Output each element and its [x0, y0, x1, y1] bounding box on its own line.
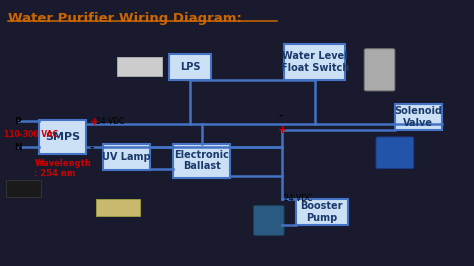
Text: Wavelength
: 254 nm: Wavelength : 254 nm [35, 159, 91, 178]
Text: 24 VDC: 24 VDC [96, 117, 124, 126]
FancyBboxPatch shape [364, 49, 395, 91]
Text: P: P [15, 117, 21, 126]
Text: LPS: LPS [180, 62, 200, 72]
FancyBboxPatch shape [173, 144, 230, 178]
FancyBboxPatch shape [376, 137, 414, 169]
FancyBboxPatch shape [6, 180, 41, 197]
Text: Booster
Pump: Booster Pump [301, 201, 343, 223]
FancyBboxPatch shape [254, 205, 284, 236]
FancyBboxPatch shape [296, 199, 348, 225]
Text: Water Level
Float Switch: Water Level Float Switch [281, 51, 349, 73]
Text: +: + [278, 125, 287, 135]
FancyBboxPatch shape [103, 144, 150, 170]
Text: +: + [90, 118, 99, 127]
FancyBboxPatch shape [96, 199, 140, 216]
FancyBboxPatch shape [395, 104, 442, 130]
FancyBboxPatch shape [169, 54, 211, 80]
Text: UV Lamp: UV Lamp [102, 152, 151, 162]
Text: 24 VDC: 24 VDC [284, 194, 312, 203]
Text: Solenoid
Valve: Solenoid Valve [394, 106, 442, 128]
Text: SMPS: SMPS [45, 132, 80, 142]
FancyBboxPatch shape [284, 44, 346, 80]
FancyBboxPatch shape [39, 120, 86, 154]
Text: -: - [90, 143, 94, 152]
Text: Electronic
Ballast: Electronic Ballast [174, 150, 229, 172]
Text: Water Purifier Wiring Diagram:: Water Purifier Wiring Diagram: [9, 12, 242, 25]
Text: 110-300 VAC: 110-300 VAC [4, 130, 58, 139]
FancyBboxPatch shape [117, 57, 162, 76]
Text: -: - [278, 111, 283, 121]
Text: N: N [15, 143, 22, 152]
